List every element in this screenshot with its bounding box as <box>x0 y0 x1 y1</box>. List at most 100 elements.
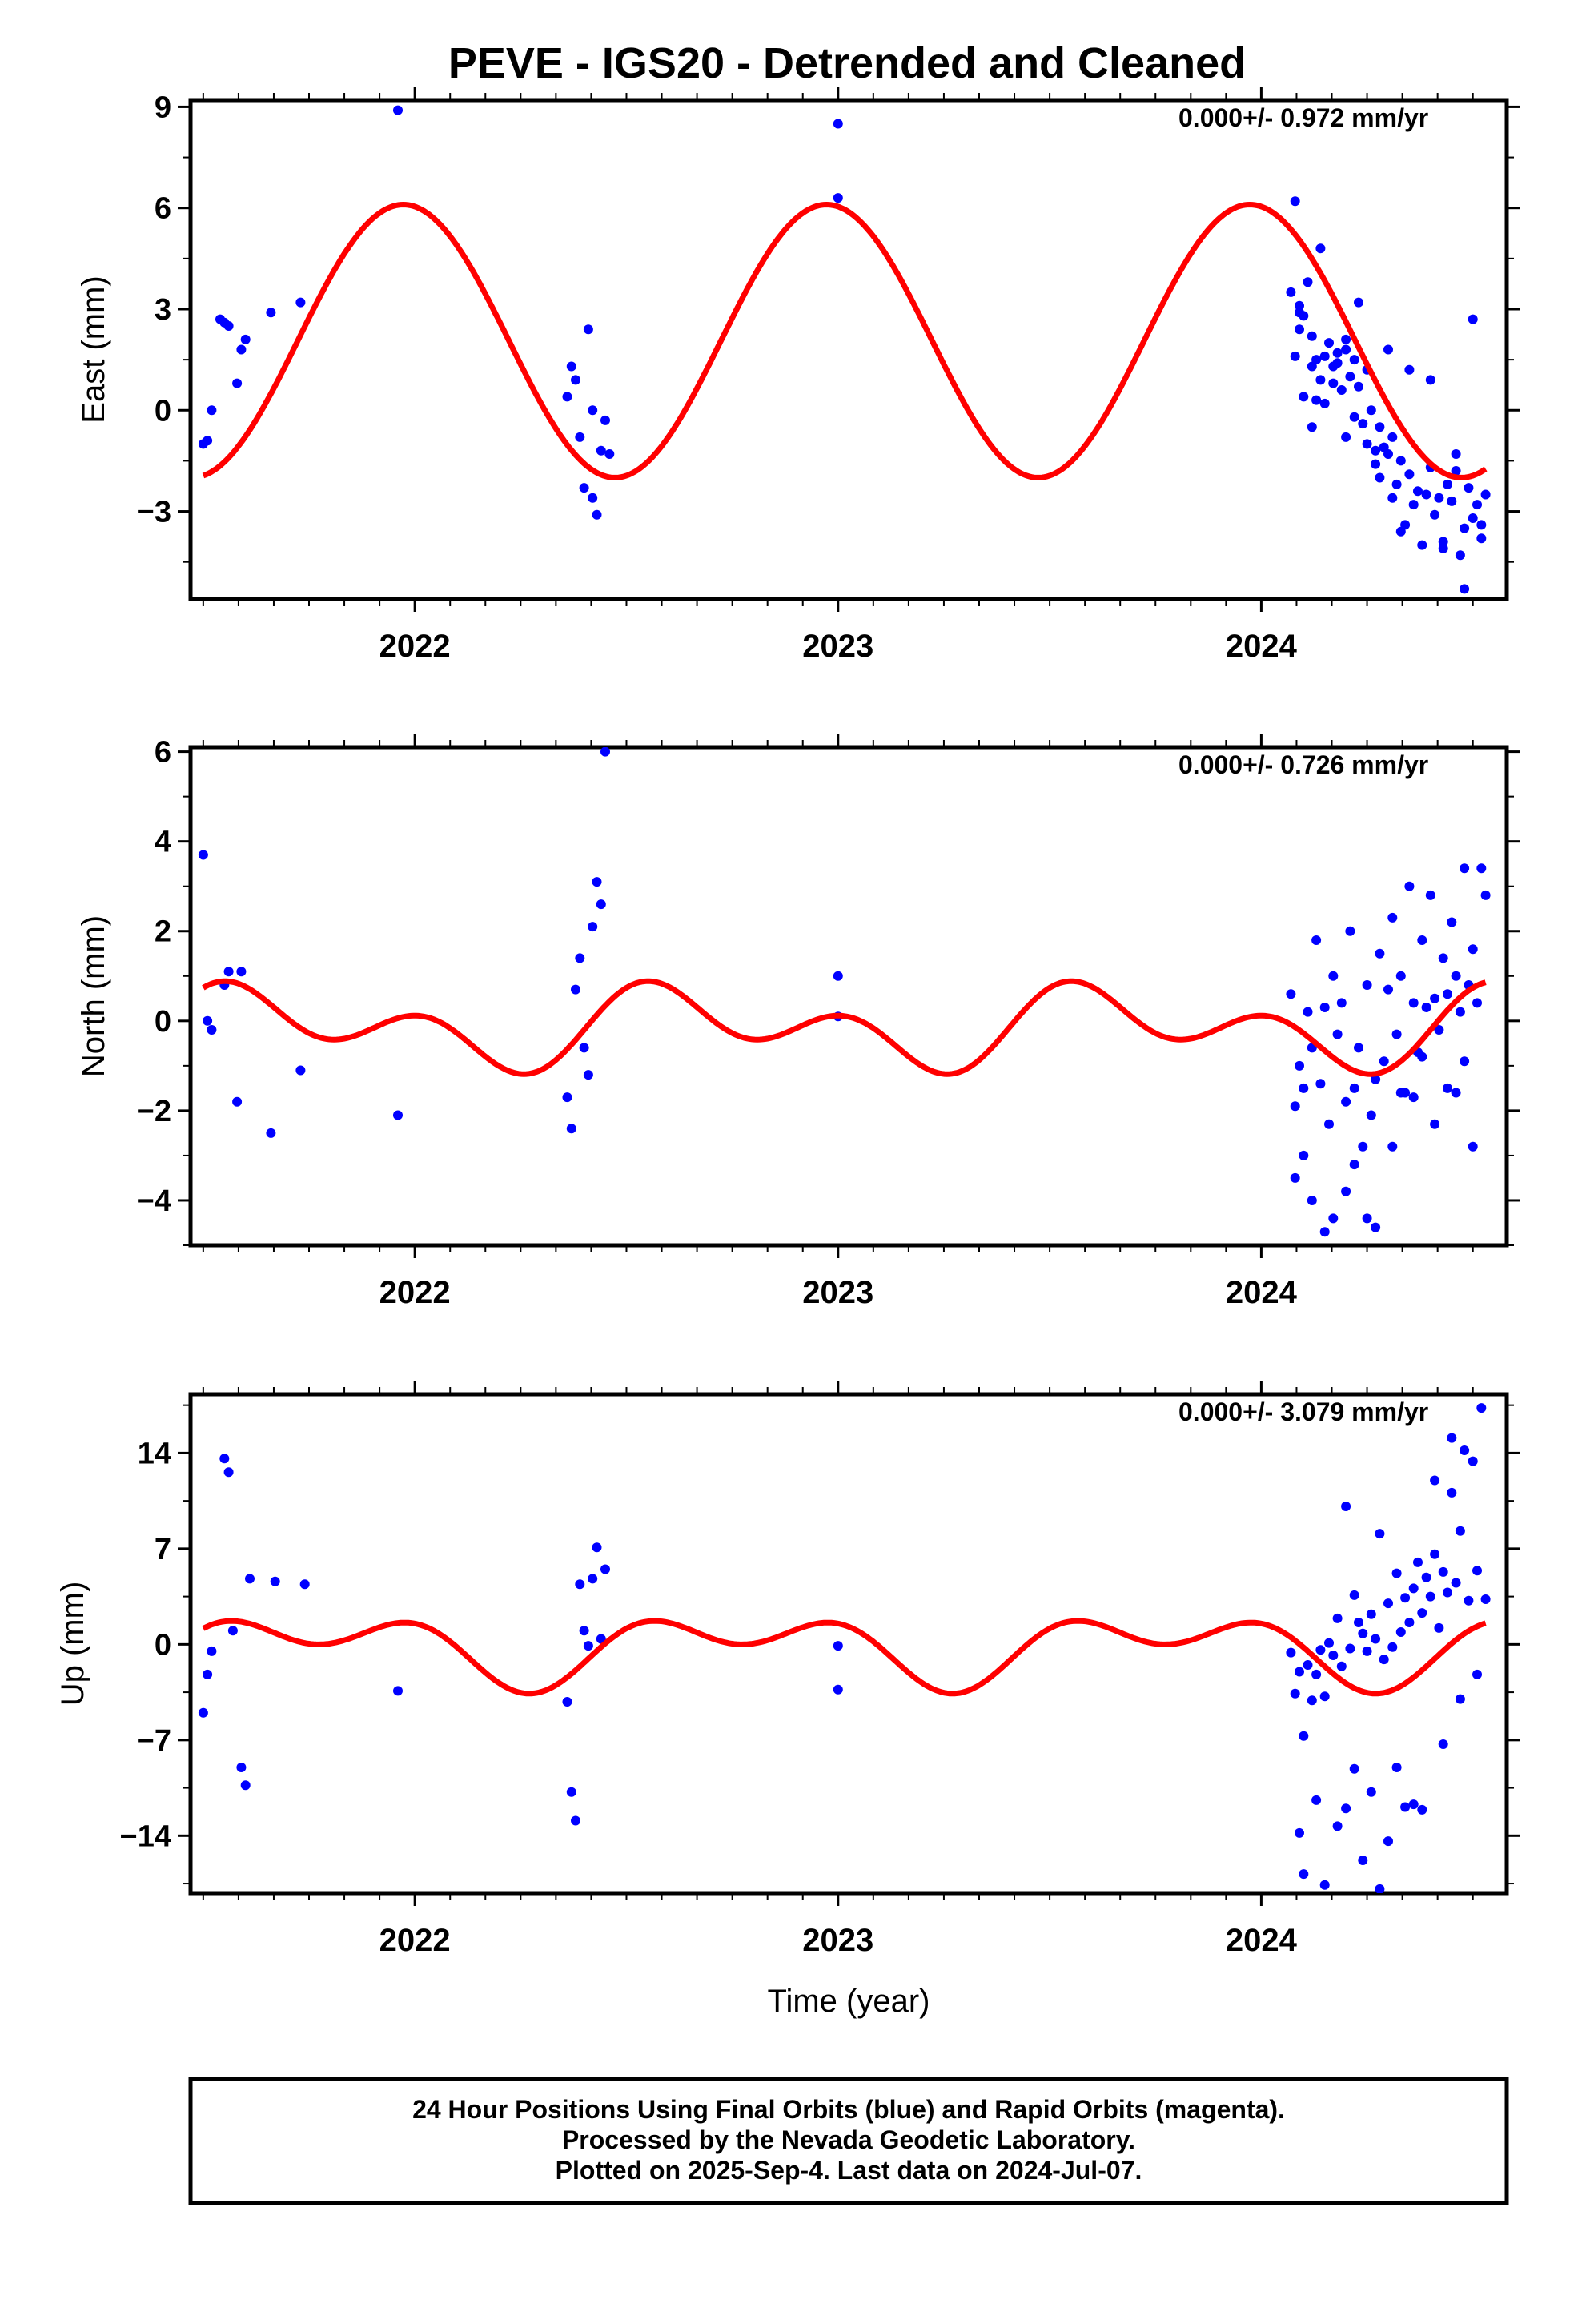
data-point <box>219 1454 230 1464</box>
x-tick-label: 2023 <box>802 1923 873 1958</box>
data-point <box>1315 375 1326 385</box>
data-point <box>1332 1029 1343 1039</box>
data-point <box>1371 1634 1381 1644</box>
data-point <box>1319 351 1330 361</box>
y-tick-label: 4 <box>155 826 171 859</box>
data-point <box>1387 493 1398 503</box>
data-point <box>1425 890 1435 900</box>
data-point <box>1391 479 1402 489</box>
data-point <box>1332 348 1343 358</box>
data-point <box>1358 1141 1368 1152</box>
data-point <box>223 321 234 331</box>
data-point <box>583 1641 593 1651</box>
data-point <box>1303 1007 1313 1017</box>
data-point <box>203 1015 213 1026</box>
data-point <box>1404 881 1415 891</box>
data-point <box>1391 1568 1402 1578</box>
data-point <box>1341 344 1351 355</box>
data-point <box>1451 1088 1461 1098</box>
data-point <box>1413 1557 1423 1567</box>
data-point <box>1345 1643 1355 1654</box>
data-point <box>1332 1613 1343 1623</box>
data-point <box>588 1574 598 1584</box>
data-point <box>1319 1003 1330 1012</box>
data-point <box>1476 520 1487 530</box>
figure-title: PEVE - IGS20 - Detrended and Cleaned <box>448 39 1246 87</box>
y-tick-label: 0 <box>155 394 171 428</box>
data-point <box>393 1110 403 1120</box>
data-point <box>1460 1445 1470 1455</box>
x-tick-label: 2024 <box>1226 1275 1298 1310</box>
data-point <box>1460 1056 1470 1067</box>
data-point <box>1341 334 1351 344</box>
data-point <box>1354 1618 1363 1627</box>
data-point <box>1315 243 1326 254</box>
data-point <box>592 509 602 520</box>
data-point <box>579 1626 589 1636</box>
data-point <box>232 1096 243 1107</box>
data-point <box>1404 364 1415 375</box>
data-point <box>1447 1487 1457 1498</box>
data-point <box>1286 989 1296 999</box>
data-point <box>198 1707 208 1718</box>
data-point <box>1303 277 1313 287</box>
x-tick-label: 2024 <box>1226 629 1298 664</box>
y-tick-label: −2 <box>137 1095 171 1128</box>
data-point <box>1395 526 1406 537</box>
data-point <box>299 1579 310 1590</box>
footer-box: 24 Hour Positions Using Final Orbits (bl… <box>188 2077 1509 2205</box>
data-point <box>1408 1583 1419 1594</box>
data-point <box>1375 1529 1385 1539</box>
data-point <box>1379 1056 1389 1067</box>
data-point <box>207 1025 217 1035</box>
data-point <box>575 953 585 963</box>
data-point <box>1328 1651 1339 1660</box>
data-point <box>1387 1642 1398 1652</box>
data-point <box>596 899 606 910</box>
data-point <box>1430 1475 1440 1486</box>
data-point <box>1455 1526 1465 1536</box>
data-point <box>1286 1647 1296 1658</box>
data-point <box>1336 385 1347 395</box>
data-point <box>1438 537 1448 547</box>
x-tick-label: 2023 <box>802 1275 873 1310</box>
data-point <box>1472 1566 1482 1576</box>
data-point <box>1395 971 1406 981</box>
y-tick-label: −4 <box>137 1184 171 1218</box>
data-point <box>1366 1110 1376 1120</box>
data-point <box>1328 1213 1339 1224</box>
data-point <box>1447 496 1457 506</box>
data-point <box>1299 1869 1309 1880</box>
data-point <box>1468 513 1478 523</box>
y-tick-label: 0 <box>155 1005 171 1039</box>
data-point <box>1480 1594 1491 1604</box>
data-point <box>1341 432 1351 442</box>
data-point <box>1307 331 1317 341</box>
x-tick-label: 2022 <box>379 629 451 664</box>
data-point <box>1295 308 1304 318</box>
data-point <box>1341 1186 1351 1196</box>
data-point <box>1349 1160 1359 1170</box>
data-point <box>1408 998 1419 1008</box>
data-point <box>236 344 247 355</box>
data-point <box>1425 1591 1435 1602</box>
x-tick-label: 2022 <box>379 1923 451 1958</box>
data-point <box>1295 300 1304 311</box>
y-axis-label: North (mm) <box>76 915 111 1077</box>
data-point <box>1362 439 1372 449</box>
y-tick-label: 3 <box>155 293 171 327</box>
data-point <box>833 971 843 981</box>
data-point <box>596 445 606 456</box>
data-point <box>207 405 217 416</box>
data-point <box>600 747 610 757</box>
data-point <box>1366 1609 1376 1619</box>
data-point <box>1451 971 1461 981</box>
data-point <box>1476 1403 1487 1413</box>
data-point <box>1286 287 1296 297</box>
data-point <box>1375 1884 1385 1893</box>
data-point <box>1290 1172 1300 1183</box>
data-point <box>1366 405 1376 416</box>
data-point <box>1430 1549 1440 1559</box>
data-point <box>1362 1213 1372 1224</box>
